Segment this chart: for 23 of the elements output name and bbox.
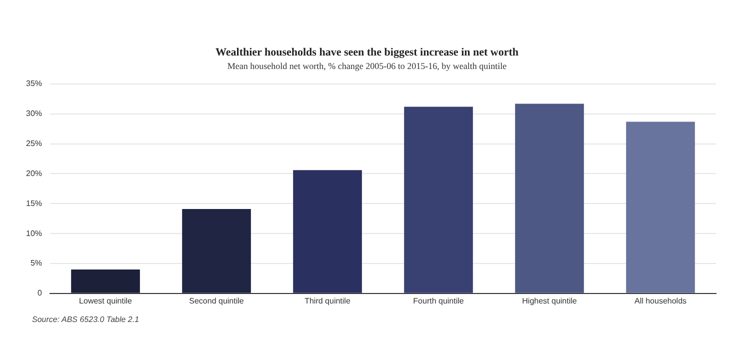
y-tick-label: 25%	[26, 139, 42, 148]
y-tick-label: 30%	[26, 109, 42, 118]
y-tick-label: 15%	[26, 198, 42, 208]
x-tick-label: Second quintile	[189, 296, 244, 306]
source-note: Source: ABS 6523.0 Table 2.1	[32, 315, 140, 324]
x-tick-label: Lowest quintile	[79, 296, 133, 306]
y-tick-label: 10%	[26, 228, 42, 238]
y-tick-label: 0	[38, 288, 43, 298]
x-tick-label: All households	[634, 296, 687, 306]
bar	[515, 104, 584, 293]
chart-title: Wealthier households have seen the biggest increase in net worth	[215, 46, 519, 58]
y-tick-label: 35%	[26, 79, 42, 88]
bar	[71, 269, 140, 293]
y-tick-label: 20%	[26, 168, 42, 178]
bar	[182, 209, 251, 293]
x-tick-label: Highest quintile	[522, 296, 578, 306]
x-tick-label: Third quintile	[304, 296, 351, 306]
bar	[404, 106, 473, 293]
bar	[626, 122, 695, 293]
bar	[293, 170, 362, 293]
chart-subtitle: Mean household net worth, % change 2005-06 to 2015-16, by wealth quintile	[227, 60, 507, 71]
x-tick-label: Fourth quintile	[413, 296, 464, 306]
y-tick-label: 5%	[30, 258, 42, 268]
